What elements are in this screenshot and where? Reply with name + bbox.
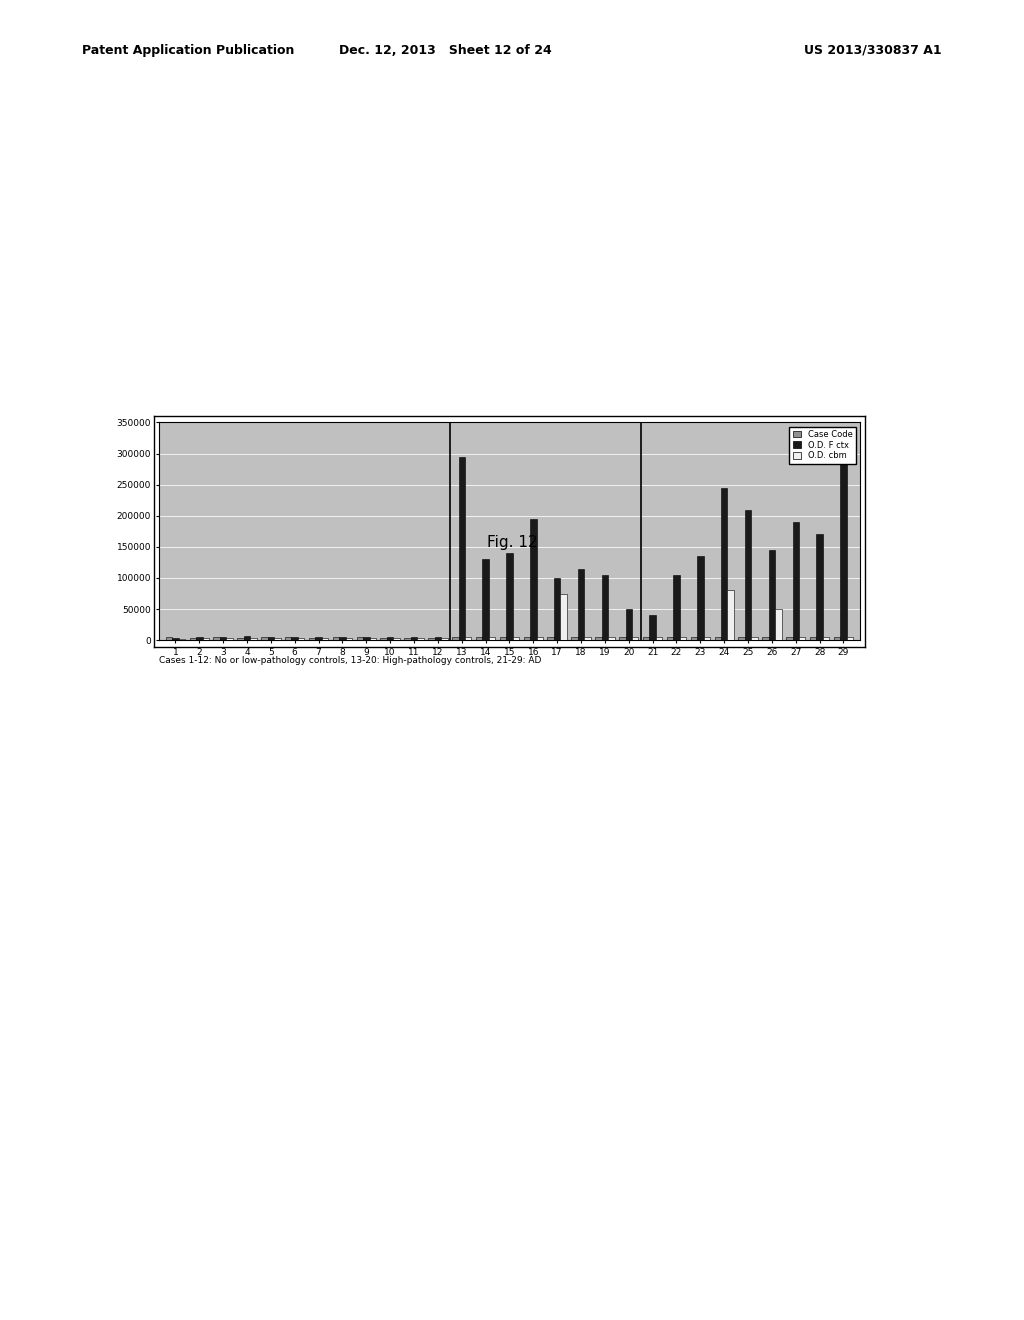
Bar [585, 638, 591, 640]
Legend: Case Code, O.D. F ctx, O.D. cbm: Case Code, O.D. F ctx, O.D. cbm [790, 426, 856, 463]
Bar [267, 638, 274, 640]
Bar [762, 638, 769, 640]
Bar [690, 638, 697, 640]
Text: Fig. 12: Fig. 12 [486, 535, 538, 549]
Bar [715, 638, 721, 640]
Bar [172, 638, 178, 640]
Bar [578, 569, 585, 640]
Bar [285, 638, 292, 640]
Bar [250, 639, 257, 640]
Bar [189, 638, 196, 640]
Bar [554, 578, 560, 640]
Bar [226, 638, 232, 640]
Bar [203, 639, 209, 640]
Bar [298, 639, 304, 640]
Bar [697, 556, 703, 640]
Bar [810, 638, 816, 640]
Bar [322, 638, 329, 640]
Bar [744, 510, 752, 640]
Bar [465, 638, 471, 640]
Bar [220, 638, 226, 640]
Bar [834, 638, 841, 640]
Text: Patent Application Publication: Patent Application Publication [82, 44, 294, 57]
Bar [274, 639, 281, 640]
Bar [823, 638, 829, 640]
Bar [428, 638, 434, 640]
Bar [523, 638, 530, 640]
Bar [213, 638, 220, 640]
Bar [513, 638, 519, 640]
Bar [738, 638, 744, 640]
Bar [364, 638, 370, 640]
Text: US 2013/330837 A1: US 2013/330837 A1 [805, 44, 942, 57]
Bar [238, 638, 244, 640]
Bar [292, 638, 298, 640]
Bar [417, 639, 424, 640]
Bar [381, 638, 387, 640]
Bar [530, 519, 537, 640]
Bar [793, 521, 799, 640]
Bar [673, 574, 680, 640]
Bar [441, 639, 447, 640]
Bar [595, 638, 602, 640]
Bar [608, 638, 614, 640]
Bar [571, 638, 578, 640]
Bar [626, 609, 632, 640]
Bar [667, 638, 673, 640]
Bar [500, 638, 506, 640]
Bar [643, 638, 649, 640]
Bar [261, 638, 267, 640]
Bar [196, 638, 203, 640]
Bar [632, 638, 638, 640]
Bar [703, 638, 710, 640]
Bar [387, 638, 393, 640]
Bar [786, 638, 793, 640]
Bar [841, 457, 847, 640]
Bar [548, 638, 554, 640]
Bar [404, 638, 411, 640]
Bar [775, 609, 781, 640]
Bar [356, 638, 364, 640]
Bar [166, 638, 172, 640]
Bar [847, 638, 853, 640]
Bar [680, 638, 686, 640]
Bar [488, 638, 496, 640]
Bar [393, 639, 399, 640]
Bar [537, 638, 543, 640]
Bar [655, 638, 663, 640]
Bar [411, 638, 417, 640]
Bar [620, 638, 626, 640]
Text: Dec. 12, 2013   Sheet 12 of 24: Dec. 12, 2013 Sheet 12 of 24 [339, 44, 552, 57]
Bar [721, 488, 727, 640]
Bar [482, 560, 488, 640]
Bar [309, 638, 315, 640]
Bar [799, 638, 806, 640]
Bar [452, 638, 459, 640]
Bar [560, 594, 567, 640]
Bar [244, 636, 250, 640]
Bar [649, 615, 655, 640]
Bar [339, 638, 346, 640]
Text: Cases 1-12: No or low-pathology controls, 13-20: High-pathology controls, 21-29:: Cases 1-12: No or low-pathology controls… [159, 656, 541, 665]
Bar [434, 638, 441, 640]
Bar [476, 638, 482, 640]
Bar [459, 457, 465, 640]
Bar [506, 553, 513, 640]
Bar [333, 638, 339, 640]
Bar [769, 550, 775, 640]
Bar [752, 638, 758, 640]
Bar [346, 639, 352, 640]
Bar [370, 639, 376, 640]
Bar [315, 638, 322, 640]
Bar [602, 574, 608, 640]
Bar [727, 590, 734, 640]
Bar [816, 535, 823, 640]
